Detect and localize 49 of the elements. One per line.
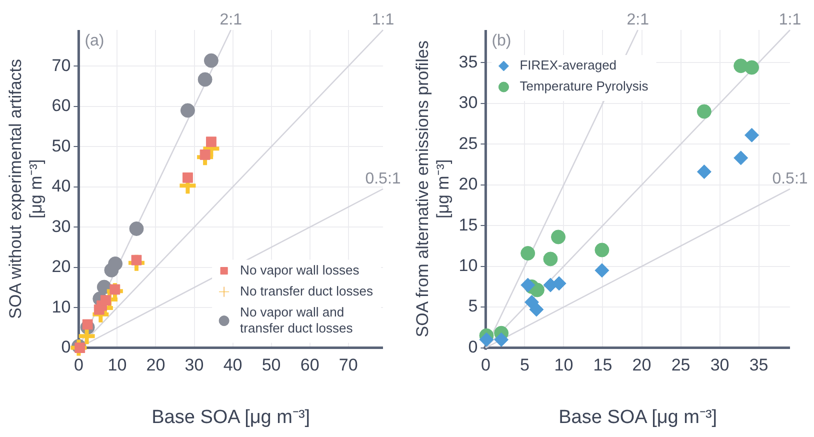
- x-tick-label: 0: [480, 356, 490, 375]
- y-tick-label: 25: [458, 134, 478, 153]
- annotation: 2:1: [626, 11, 650, 28]
- x-tick-label: 60: [300, 356, 320, 375]
- y-tick-label: 15: [458, 215, 478, 234]
- y-tick-label: 20: [458, 174, 478, 194]
- legend-label: No transfer duct losses: [240, 283, 374, 298]
- annotation: 0.5:1: [772, 170, 808, 188]
- x-tick-label: 25: [671, 356, 690, 375]
- x-tick-label: 0: [74, 356, 84, 375]
- y-tick-label: 5: [468, 296, 478, 316]
- annotation: (b): [492, 32, 512, 50]
- legend-label: Temperature Pyrolysis: [520, 78, 649, 94]
- y-tick-label: 30: [458, 93, 478, 112]
- legend-label: No vapor wall and transfer duct losses: [240, 304, 354, 336]
- x-tick-label: 50: [262, 356, 281, 375]
- x-tick-label: 15: [593, 356, 612, 375]
- y-tick-label: 60: [52, 96, 71, 116]
- x-tick-label: 40: [223, 356, 242, 375]
- x-tick-label: 20: [632, 356, 652, 375]
- annotation: 1:1: [778, 11, 802, 28]
- y-tick-label: 10: [52, 297, 71, 316]
- y-tick-label: 70: [52, 56, 71, 75]
- x-tick-label: 10: [554, 356, 574, 375]
- y-tick-label: 30: [52, 216, 71, 236]
- x-tick-label: 5: [520, 356, 530, 375]
- annotation: 2:1: [220, 11, 242, 28]
- annotation: 1:1: [372, 11, 394, 28]
- x-tick-label: 10: [108, 356, 127, 375]
- legend-label: No vapor wall losses: [240, 262, 360, 278]
- x-tick-label: 35: [749, 356, 768, 375]
- y-axis-title: SOA without experimental artifacts [μg m⁻³]: [6, 58, 46, 319]
- x-tick-label: 30: [710, 356, 730, 375]
- x-tick-label: 70: [338, 356, 358, 375]
- x-tick-label: 20: [146, 356, 166, 375]
- y-tick-label: 0: [468, 337, 478, 356]
- y-tick-label: 50: [52, 136, 71, 156]
- y-axis-title: SOA from alternative emissions profiles [μg m⁻³]: [412, 40, 452, 338]
- annotation: (a): [84, 32, 104, 50]
- y-tick-label: 35: [458, 52, 478, 72]
- y-tick-label: 10: [458, 256, 478, 275]
- annotation: 0.5:1: [365, 170, 401, 188]
- x-axis-title: Base SOA [μg m⁻³]: [558, 406, 718, 428]
- x-tick-label: 30: [184, 356, 204, 375]
- x-axis-title: Base SOA [μg m⁻³]: [152, 406, 310, 428]
- legend-label: FIREX-averaged: [520, 58, 617, 73]
- y-tick-label: 40: [52, 176, 71, 196]
- y-tick-label: 0: [61, 337, 71, 356]
- y-tick-label: 20: [52, 257, 71, 276]
